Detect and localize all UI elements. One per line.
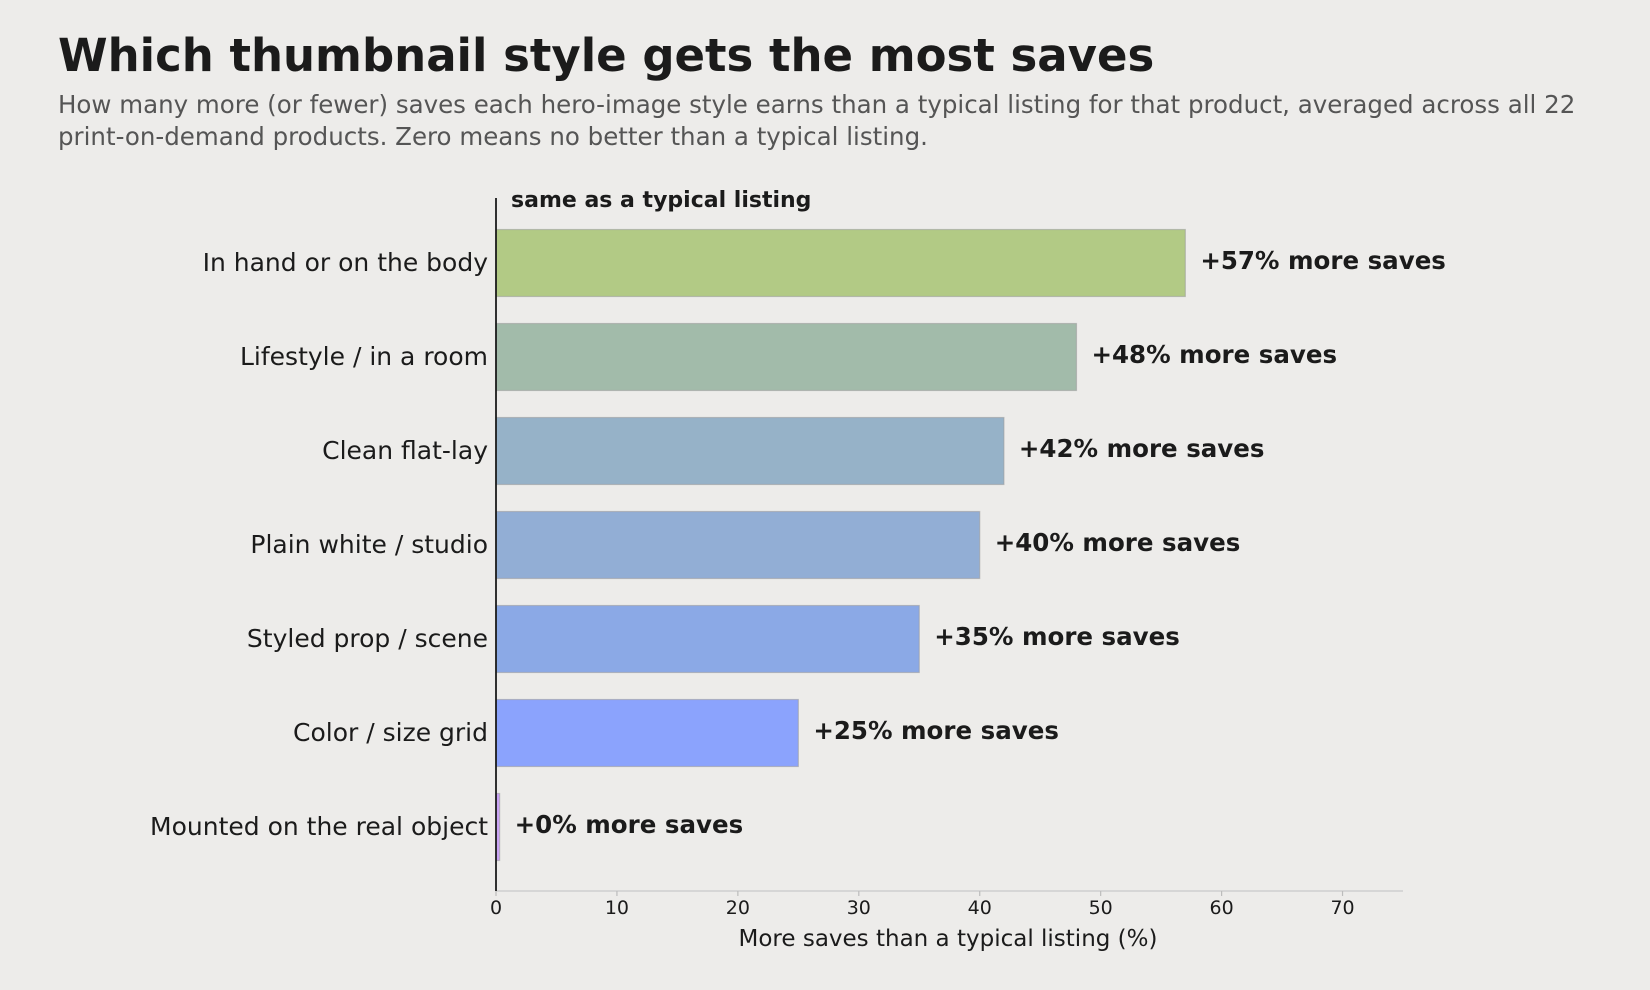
x-tick-label: 0 xyxy=(490,897,502,919)
value-label: +25% more saves xyxy=(813,716,1059,745)
value-label: +48% more saves xyxy=(1091,340,1337,369)
x-tick-label: 70 xyxy=(1330,897,1354,919)
category-label: Plain white / studio xyxy=(250,530,488,559)
chart-title: Which thumbnail style gets the most save… xyxy=(58,29,1155,82)
value-label: +0% more saves xyxy=(515,810,744,839)
chart-subtitle: How many more (or fewer) saves each hero… xyxy=(58,90,1576,151)
value-label: +42% more saves xyxy=(1019,434,1265,463)
x-tick-label: 20 xyxy=(726,897,750,919)
bars-group: In hand or on the body +57% more saves Lif… xyxy=(150,228,1446,862)
axis-group: 0 10 20 30 40 50 60 70 xyxy=(490,198,1403,919)
bar xyxy=(495,510,981,580)
x-tick-label: 30 xyxy=(847,897,871,919)
value-label: +35% more saves xyxy=(934,622,1180,651)
x-tick-label: 10 xyxy=(605,897,629,919)
value-label: +40% more saves xyxy=(995,528,1241,557)
category-label: Styled prop / scene xyxy=(247,624,488,653)
x-tick-label: 50 xyxy=(1089,897,1113,919)
zero-line-label: same as a typical listing xyxy=(511,188,811,213)
x-tick-label: 40 xyxy=(968,897,992,919)
bar xyxy=(495,604,920,674)
category-label: Lifestyle / in a room xyxy=(240,342,488,371)
category-label: Mounted on the real object xyxy=(150,812,488,841)
category-label: Clean flat-lay xyxy=(322,436,488,465)
x-tick-label: 60 xyxy=(1210,897,1234,919)
category-label: Color / size grid xyxy=(293,718,488,747)
bar xyxy=(495,322,1078,392)
bar xyxy=(495,228,1186,298)
x-axis-title: More saves than a typical listing (%) xyxy=(739,926,1158,952)
bar xyxy=(495,416,1005,486)
category-label: In hand or on the body xyxy=(203,248,489,277)
bar xyxy=(495,698,799,768)
value-label: +57% more saves xyxy=(1200,246,1446,275)
